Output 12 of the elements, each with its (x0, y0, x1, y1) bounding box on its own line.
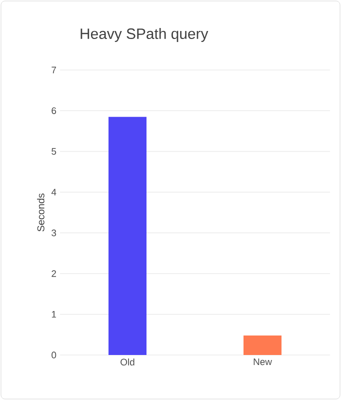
x-tick-label: Old (120, 358, 134, 366)
y-tick-label: 6 (52, 107, 56, 114)
x-tick-label: New (254, 358, 272, 366)
y-tick-label: 3 (52, 230, 56, 236)
chart-title: Heavy SPath query (80, 28, 208, 42)
y-tick-label: 1 (52, 311, 56, 318)
y-axis-title: Seconds (37, 193, 44, 232)
y-tick-label: 7 (52, 66, 56, 74)
y-tick-label: 4 (51, 188, 56, 196)
y-tick-label: 5 (52, 148, 56, 155)
y-tick-label: 2 (52, 270, 56, 277)
y-tick-label: 0 (52, 352, 56, 358)
